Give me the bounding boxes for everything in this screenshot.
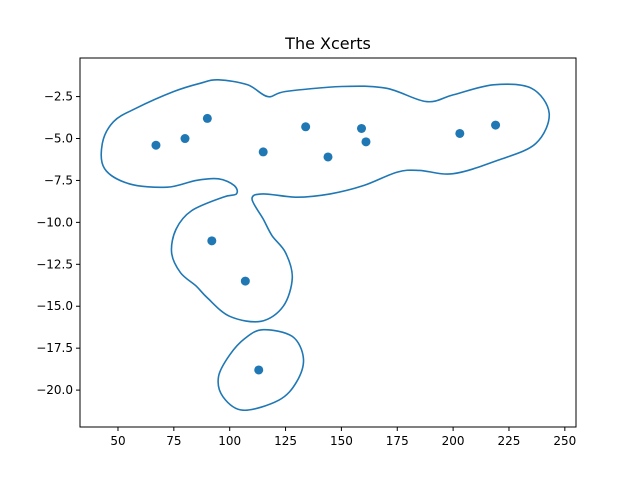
x-tick-label: 200 (442, 434, 465, 448)
x-tick-label: 50 (110, 434, 125, 448)
scatter-point (357, 123, 367, 133)
scatter-point (258, 147, 268, 157)
y-tick-label: −17.5 (36, 341, 73, 355)
scatter-point (301, 122, 311, 132)
x-tick-label: 175 (386, 434, 409, 448)
y-tick-label: −5.0 (44, 132, 73, 146)
x-tick-label: 225 (498, 434, 521, 448)
x-tick-label: 150 (330, 434, 353, 448)
scatter-point (491, 120, 501, 130)
x-tick-label: 100 (218, 434, 241, 448)
plot-frame (79, 57, 577, 428)
contour-lower (217, 328, 305, 412)
y-tick-label: −12.5 (36, 257, 73, 271)
contour-upper (100, 78, 551, 323)
plot-layer (100, 78, 551, 412)
scatter-point (202, 113, 212, 123)
scatter-point (361, 137, 371, 147)
scatter-point (254, 365, 264, 375)
scatter-point (323, 152, 333, 162)
x-axis: 50 75 100 125 150 175 200 225 250 (110, 427, 576, 448)
y-axis: −2.5 −5.0 −7.5 −10.0 −12.5 −15.0 −17.5 −20.0 (36, 90, 80, 397)
y-tick-label: −20.0 (36, 383, 73, 397)
scatter-point (207, 236, 217, 246)
x-tick-label: 125 (274, 434, 297, 448)
x-tick-label: 250 (553, 434, 576, 448)
scatter-point (240, 276, 250, 286)
y-tick-label: −10.0 (36, 215, 73, 229)
chart-title: The Xcerts (284, 34, 371, 53)
scatter-point (455, 128, 465, 138)
scatter-point (151, 140, 161, 150)
y-tick-label: −2.5 (44, 90, 73, 104)
x-tick-label: 75 (166, 434, 181, 448)
y-tick-label: −7.5 (44, 173, 73, 187)
y-tick-label: −15.0 (36, 299, 73, 313)
scatter-point (180, 134, 190, 144)
